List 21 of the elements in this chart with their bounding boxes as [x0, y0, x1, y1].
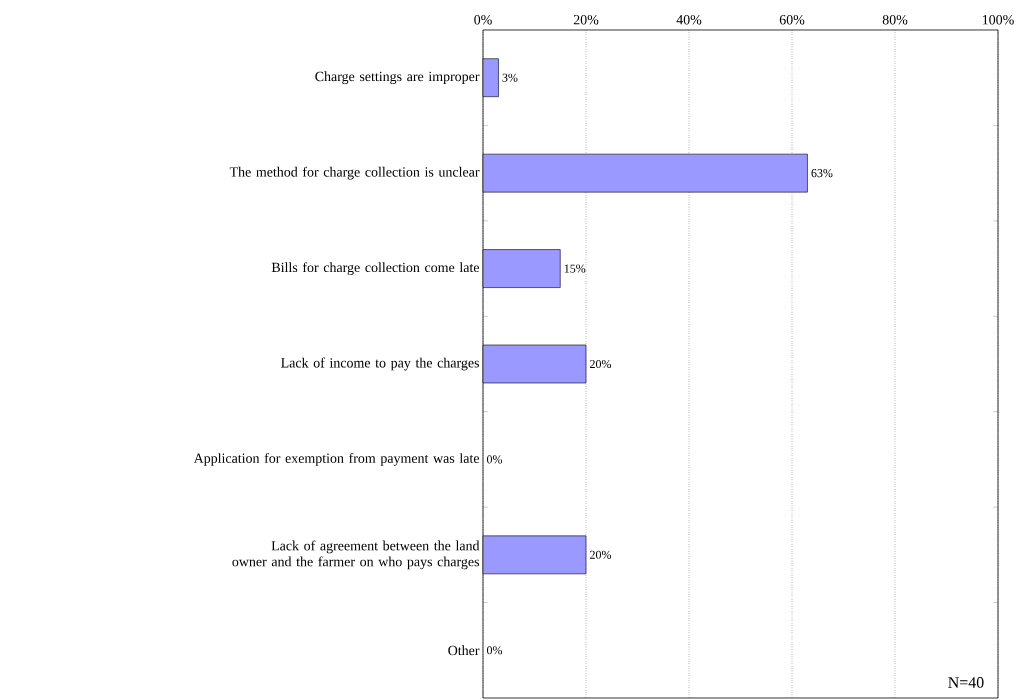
y-tick-label: Bills for charge collection come late	[271, 262, 480, 275]
x-tick-label: 80%	[882, 15, 908, 25]
annotation: N=40	[948, 677, 984, 688]
data-label: 15%	[564, 264, 586, 273]
x-tick-label: 40%	[676, 15, 702, 25]
x-tick-label: 60%	[779, 15, 805, 25]
y-tick-label: The method for charge collection is unclear	[229, 166, 480, 180]
data-label: 0%	[486, 646, 503, 655]
data-label: 3%	[502, 73, 518, 82]
data-label: 63%	[811, 169, 833, 178]
y-tick-label: Other	[448, 645, 480, 656]
x-tick-label: 100%	[982, 15, 1014, 25]
data-label: 20%	[590, 550, 612, 559]
x-tick-label: 20%	[573, 15, 599, 25]
x-tick-label: 0%	[474, 15, 492, 25]
data-label: 0%	[486, 455, 503, 464]
y-tick-label: Charge settings are improper	[315, 71, 480, 85]
y-tick-label: Lack of agreement between the land owner and the farmer on who pays charges	[232, 540, 480, 570]
y-tick-label: Application for exemption from payment was late	[193, 453, 480, 466]
data-label: 20%	[590, 359, 612, 369]
y-tick-label: Lack of income to pay the charges	[281, 357, 480, 371]
